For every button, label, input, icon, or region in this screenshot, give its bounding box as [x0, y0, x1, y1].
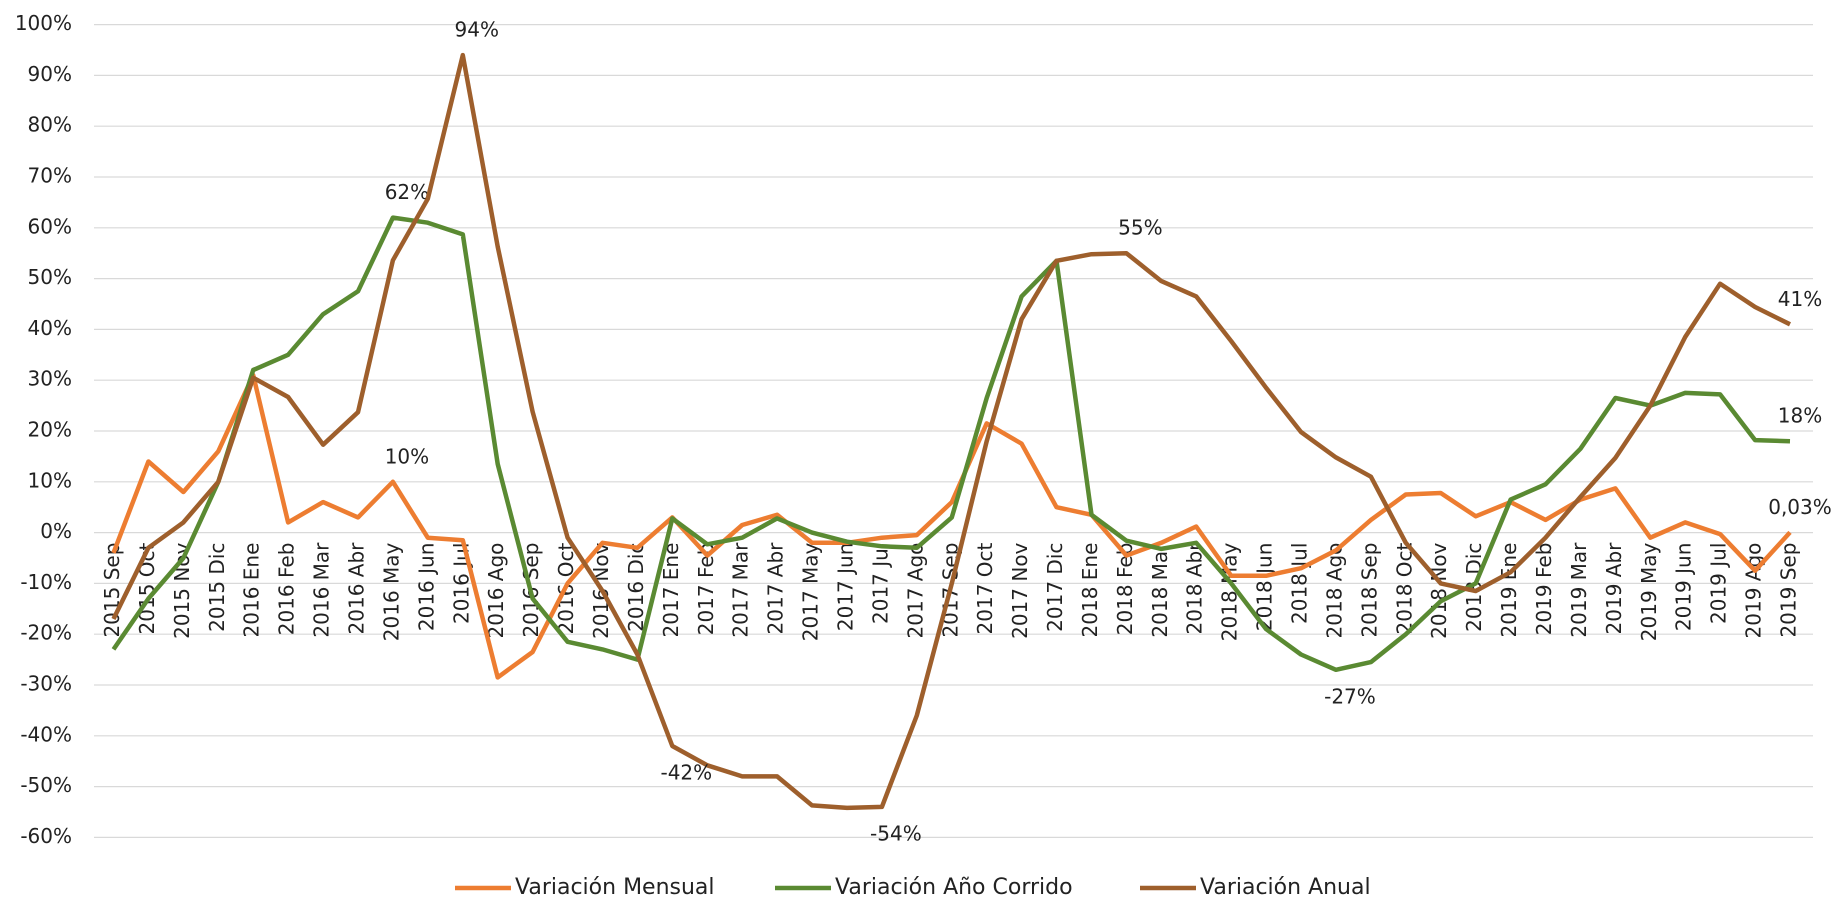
legend-label: Variación Anual	[1200, 875, 1371, 899]
x-tick-label: 2019 Abr	[1602, 542, 1626, 635]
x-tick-label: 2015 Dic	[205, 543, 229, 632]
data-label: -42%	[660, 760, 712, 784]
x-tick-label: 2017 May	[799, 542, 823, 641]
x-tick-label: 2019 Jul	[1707, 543, 1731, 624]
x-tick-label: 2017 Oct	[973, 542, 997, 634]
x-tick-label: 2018 Abr	[1183, 542, 1207, 635]
data-label: 0,03%	[1768, 495, 1832, 519]
y-tick-label: -50%	[20, 773, 72, 797]
y-tick-label: 60%	[28, 214, 72, 238]
y-tick-label: 0%	[40, 519, 72, 543]
x-tick-label: 2017 Ago	[903, 543, 927, 639]
x-tick-label: 2016 Ene	[240, 543, 264, 638]
x-tick-label: 2018 Ago	[1322, 543, 1346, 639]
x-tick-label: 2018 Oct	[1392, 542, 1416, 634]
data-label: 55%	[1118, 216, 1162, 240]
x-tick-label: 2016 Mar	[310, 542, 334, 638]
x-tick-label: 2016 Feb	[275, 543, 299, 636]
y-tick-label: 90%	[28, 62, 72, 86]
x-tick-label: 2019 Ago	[1742, 543, 1766, 639]
data-label: 18%	[1778, 404, 1822, 428]
data-label: -54%	[870, 821, 922, 845]
x-tick-label: 2018 Jul	[1288, 543, 1312, 624]
x-tick-label: 2017 Feb	[694, 543, 718, 636]
y-tick-label: 70%	[28, 164, 72, 188]
x-tick-label: 2018 Mar	[1148, 542, 1172, 638]
y-tick-label: 20%	[28, 418, 72, 442]
x-tick-label: 2018 Nov	[1427, 542, 1451, 638]
data-label: 94%	[455, 18, 499, 42]
x-tick-label: 2016 Jul	[449, 543, 473, 624]
x-tick-label: 2015 Sep	[100, 543, 124, 638]
x-tick-label: 2019 May	[1637, 542, 1661, 641]
x-tick-label: 2016 Ago	[484, 543, 508, 639]
x-tick-label: 2016 Dic	[624, 543, 648, 632]
x-tick-label: 2017 Jun	[833, 543, 857, 632]
x-tick-label: 2019 Mar	[1567, 542, 1591, 638]
y-tick-label: 10%	[28, 468, 72, 492]
y-tick-label: 30%	[28, 367, 72, 391]
data-label: 10%	[385, 444, 429, 468]
x-tick-label: 2017 Mar	[729, 542, 753, 638]
y-tick-label: 100%	[15, 11, 72, 35]
x-tick-label: 2016 May	[379, 542, 403, 641]
x-tick-label: 2018 Feb	[1113, 543, 1137, 636]
y-tick-label: -10%	[20, 570, 72, 594]
x-tick-label: 2019 Jun	[1672, 543, 1696, 632]
line	[111, 52, 1791, 811]
x-tick-label: 2016 Abr	[344, 542, 368, 635]
x-tick-label: 2019 Sep	[1777, 543, 1801, 638]
x-tick-label: 2017 Nov	[1008, 542, 1032, 638]
y-tick-label: 50%	[28, 265, 72, 289]
x-tick-label: 2017 Abr	[764, 542, 788, 635]
line	[111, 215, 1791, 673]
data-label: 62%	[385, 180, 429, 204]
y-tick-label: -40%	[20, 722, 72, 746]
x-tick-label: 2019 Ene	[1497, 543, 1521, 638]
x-tick-label: 2018 Sep	[1357, 543, 1381, 638]
y-tick-label: 80%	[28, 113, 72, 137]
x-tick-label: 2018 Ene	[1078, 543, 1102, 638]
x-tick-label: 2016 Jun	[414, 543, 438, 632]
y-tick-label: -30%	[20, 672, 72, 696]
legend-label: Variación Año Corrido	[835, 875, 1073, 899]
y-tick-label: -60%	[20, 824, 72, 848]
data-label: 41%	[1778, 287, 1822, 311]
x-tick-label: 2017 Jul	[868, 543, 892, 624]
y-tick-label: 40%	[28, 316, 72, 340]
legend-label: Variación Mensual	[515, 875, 715, 899]
x-tick-label: 2017 Dic	[1043, 543, 1067, 632]
x-tick-label: 2019 Feb	[1532, 543, 1556, 636]
y-tick-label: -20%	[20, 621, 72, 645]
data-label: -27%	[1324, 684, 1376, 708]
